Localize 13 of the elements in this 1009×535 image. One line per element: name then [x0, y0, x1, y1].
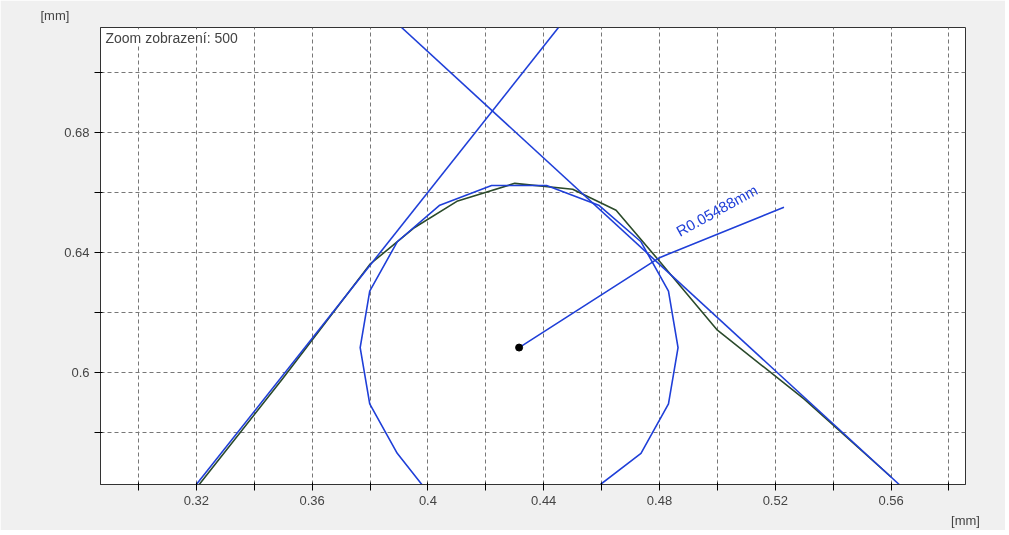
y-tick-label: 0.68	[64, 124, 90, 140]
x-tick-label: 0.48	[646, 492, 673, 508]
x-tick-label: 0.52	[762, 492, 788, 508]
y-tick-label: 0.64	[64, 244, 90, 260]
x-tick-label: 0.4	[418, 492, 437, 508]
y-axis-title: [mm]	[40, 7, 70, 23]
y-tick-label: 0.6	[71, 364, 90, 380]
x-axis-title: [mm]	[951, 512, 980, 528]
x-tick-label: 0.44	[531, 492, 557, 508]
x-tick-label: 0.56	[878, 492, 904, 508]
x-tick-label: 0.36	[299, 492, 325, 508]
x-tick-label: 0.32	[183, 492, 209, 508]
chart-title: Zoom zobrazení: 500	[105, 29, 239, 46]
